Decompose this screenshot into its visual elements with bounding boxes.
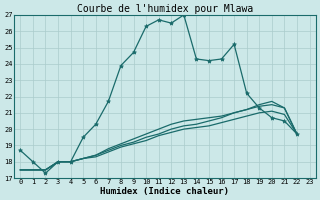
X-axis label: Humidex (Indice chaleur): Humidex (Indice chaleur) (100, 187, 229, 196)
Title: Courbe de l'humidex pour Mlawa: Courbe de l'humidex pour Mlawa (77, 4, 253, 14)
